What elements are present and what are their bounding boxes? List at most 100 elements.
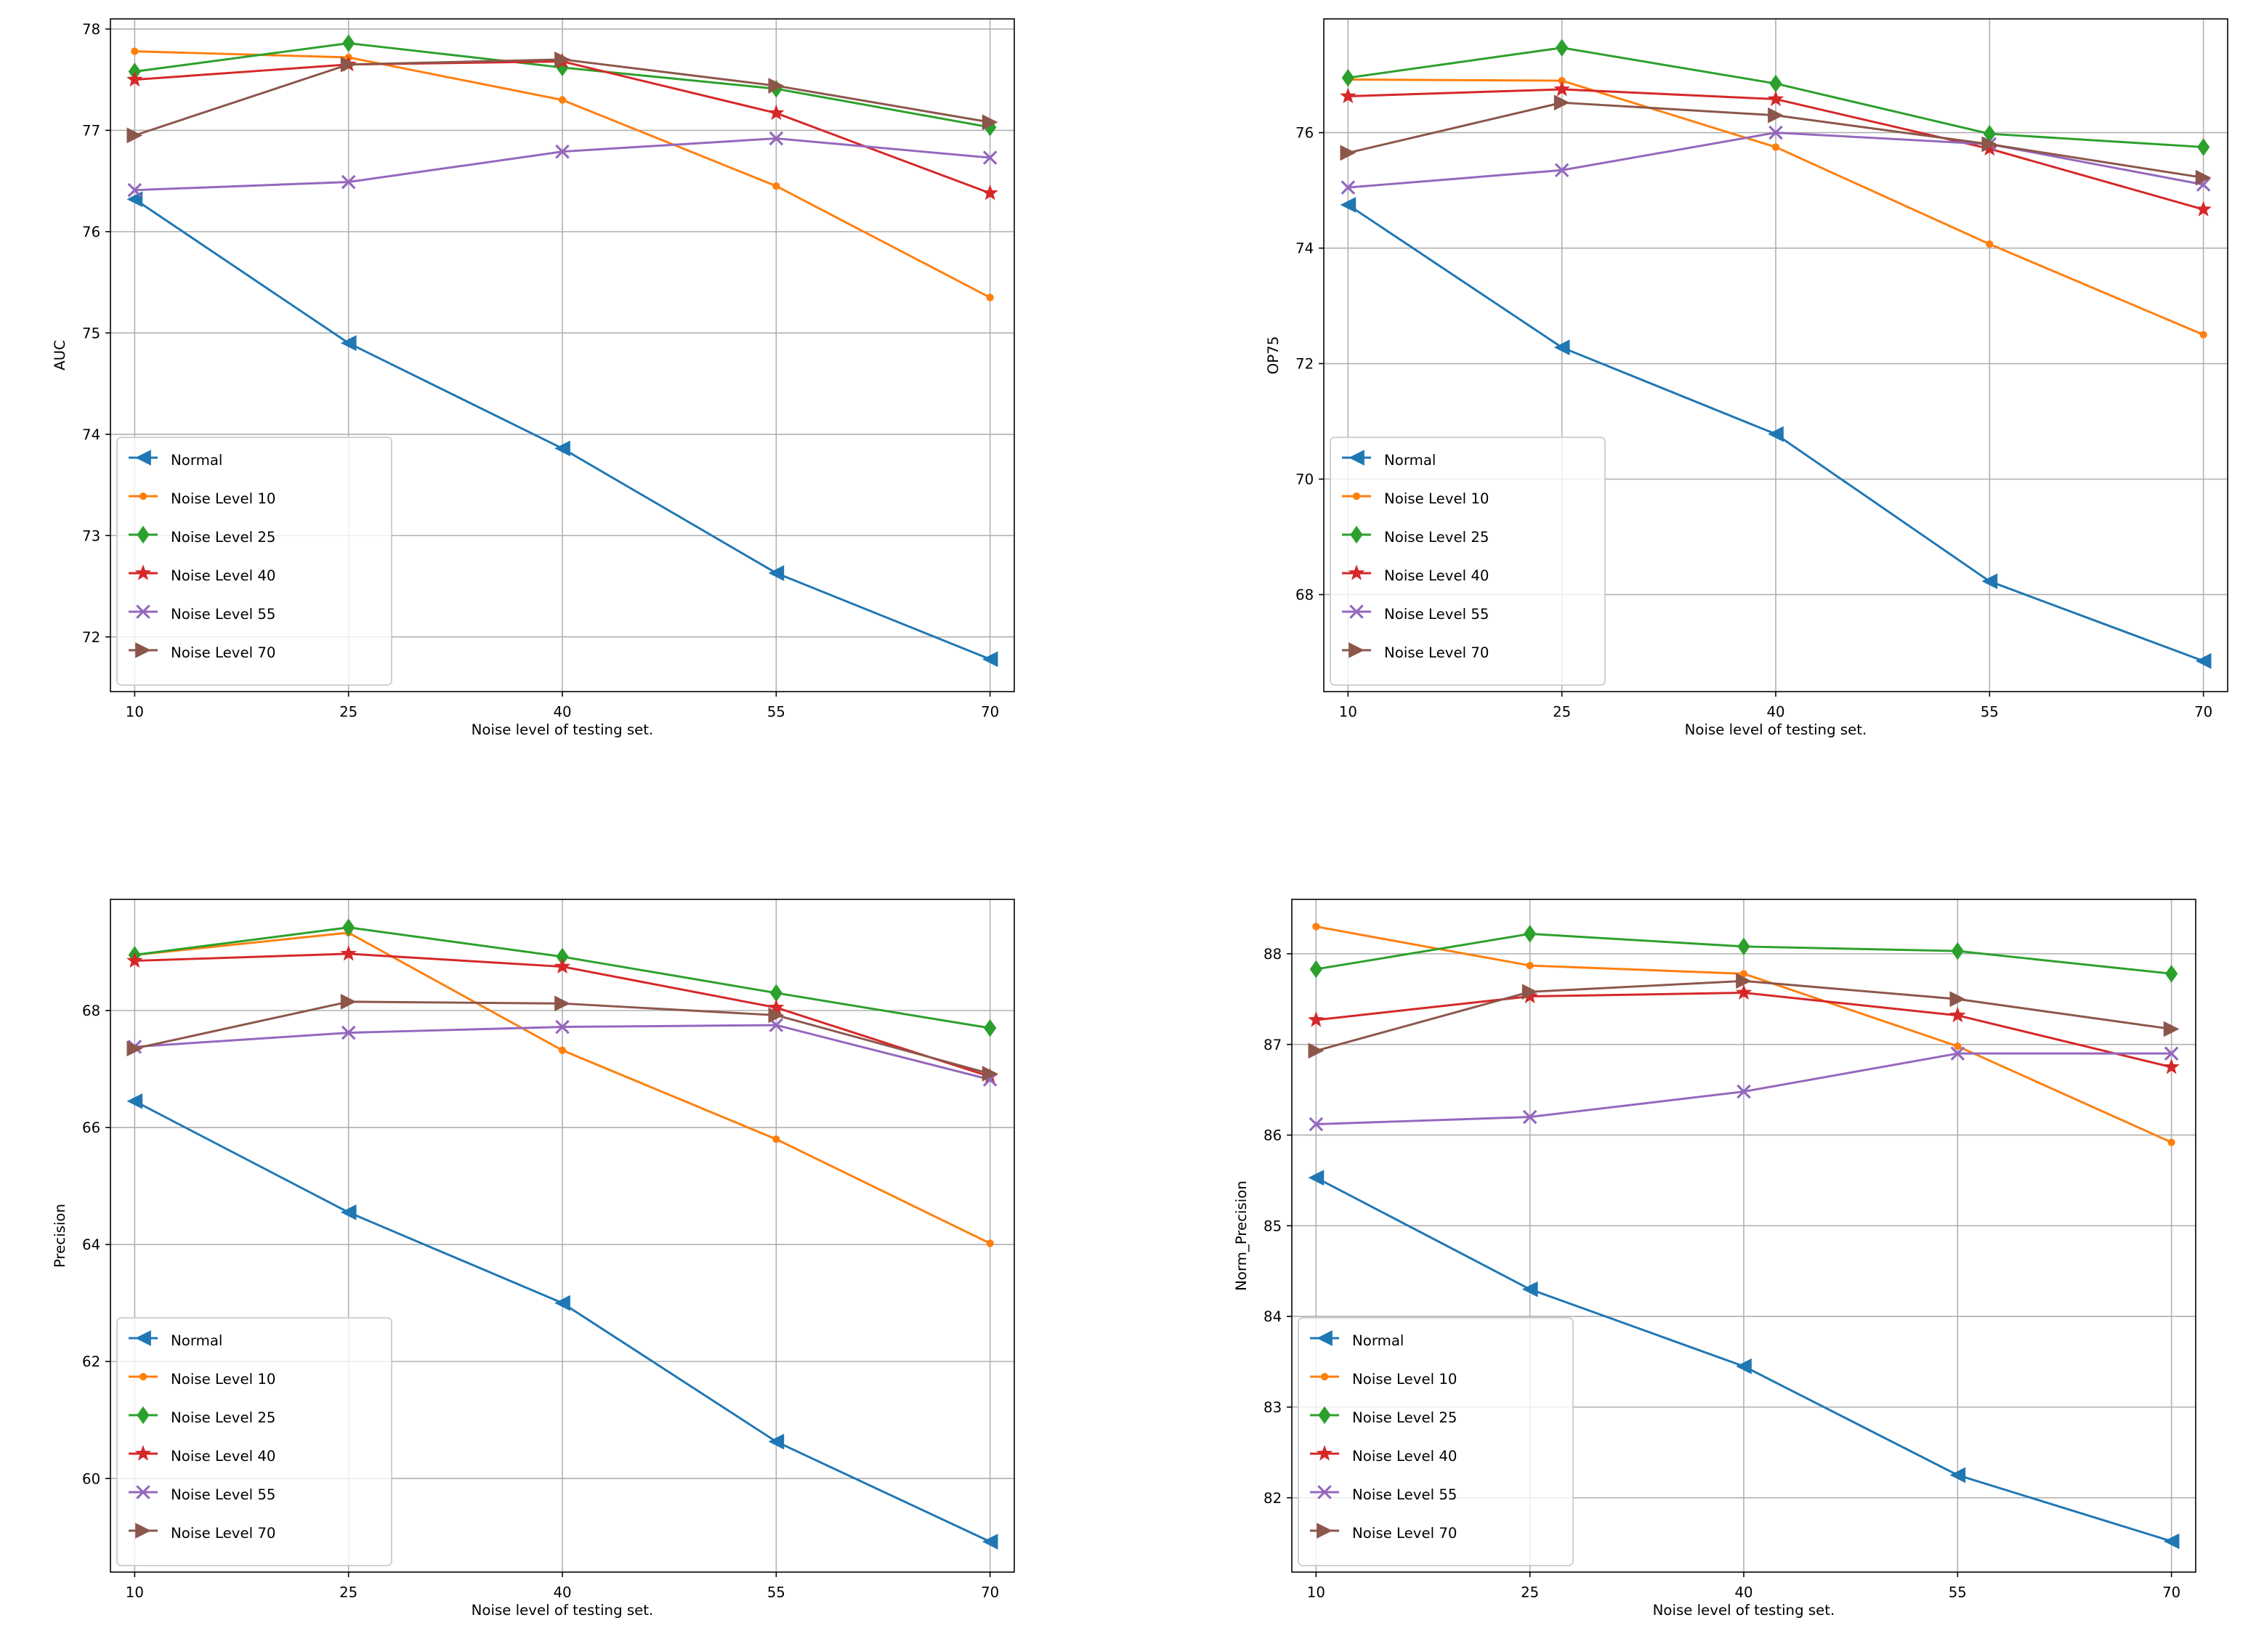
x-tick-label: 25 (1521, 1584, 1539, 1601)
legend-label: Noise Level 40 (171, 567, 276, 584)
data-point (769, 131, 784, 146)
legend-label: Noise Level 25 (171, 529, 276, 546)
data-point (555, 144, 570, 159)
data-point (126, 952, 143, 968)
legend-marker (1352, 492, 1361, 501)
x-tick-label: 70 (2194, 704, 2212, 721)
x-tick-label: 40 (1766, 704, 1784, 721)
legend-marker (1349, 604, 1364, 619)
legend-label: Noise Level 10 (171, 1371, 276, 1388)
legend-marker (1317, 1330, 1333, 1346)
y-axis-label: AUC (52, 340, 68, 371)
data-point (982, 651, 998, 668)
legend-marker (1317, 1485, 1332, 1499)
legend-label: Noise Level 25 (171, 1409, 276, 1426)
legend-label: Noise Level 40 (1384, 567, 1489, 584)
data-point (982, 150, 998, 165)
legend-box (1330, 437, 1606, 686)
y-tick-label: 66 (82, 1119, 100, 1136)
legend-label: Noise Level 70 (171, 1525, 276, 1542)
data-point (2199, 331, 2207, 339)
legend-marker (1348, 564, 1365, 580)
x-axis-label: Noise level of testing set. (472, 721, 654, 738)
chart-panel-1: 10 25 40 55 70 72 73 74 75 76 77 78 Noise level of t… (52, 18, 1015, 738)
data-point (341, 918, 355, 936)
data-point (554, 440, 570, 457)
legend-label: Noise Level 10 (171, 490, 276, 507)
legend-label: Noise Level 25 (1384, 529, 1489, 546)
data-point (1309, 960, 1323, 979)
x-tick-label: 55 (1981, 704, 1999, 721)
data-point (1981, 573, 1998, 590)
legend-label: Normal (171, 452, 222, 469)
y-tick-label: 87 (1264, 1037, 1282, 1053)
data-point (982, 1066, 998, 1082)
data-point (554, 1295, 570, 1311)
y-tick-label: 64 (82, 1236, 100, 1253)
data-point (340, 335, 357, 352)
x-tick-label: 10 (1339, 704, 1357, 721)
data-point (1949, 1006, 1966, 1023)
data-point (1737, 937, 1750, 956)
data-point (1522, 1109, 1537, 1125)
legend-label: Noise Level 40 (1352, 1448, 1457, 1465)
y-tick-label: 62 (82, 1353, 100, 1370)
x-tick-label: 55 (767, 704, 785, 721)
x-tick-label: 55 (1949, 1584, 1967, 1601)
y-tick-label: 70 (1295, 471, 1314, 488)
chart-panel-4: 10 25 40 55 70 82 83 84 85 86 87 88 Noise level of t… (1233, 899, 2196, 1619)
x-tick-label: 25 (339, 704, 357, 721)
x-axis-label: Noise level of testing set. (1653, 1602, 1835, 1619)
y-tick-label: 73 (82, 527, 100, 544)
data-point (131, 47, 139, 55)
legend: Normal Noise Level 10 Noise Level 25 Noise … (1298, 1317, 1574, 1566)
data-point (772, 1135, 780, 1143)
y-tick-label: 74 (1295, 240, 1314, 257)
y-axis-label: Precision (52, 1204, 68, 1268)
data-point (769, 984, 783, 1003)
data-point (983, 1019, 997, 1037)
data-point (340, 1204, 357, 1220)
data-point (2163, 1533, 2180, 1550)
y-tick-label: 83 (1264, 1399, 1282, 1416)
data-point (2195, 169, 2212, 186)
legend-label: Noise Level 70 (1352, 1525, 1457, 1542)
legend: Normal Noise Level 10 Noise Level 25 Noise … (1330, 437, 1606, 686)
legend-label: Noise Level 25 (1352, 1409, 1457, 1426)
legend: Normal Noise Level 10 Noise Level 25 Noise … (116, 437, 392, 686)
x-tick-label: 70 (981, 1584, 999, 1601)
legend-marker (1349, 642, 1364, 658)
data-point (986, 293, 994, 301)
data-point (2196, 138, 2210, 156)
data-point (1986, 240, 1994, 248)
y-tick-label: 68 (82, 1003, 100, 1019)
data-point (1949, 1467, 1966, 1483)
data-point (1558, 76, 1566, 85)
x-tick-label: 70 (981, 704, 999, 721)
data-point (126, 1093, 143, 1109)
data-point (555, 1019, 570, 1034)
legend-marker (135, 642, 151, 658)
data-point (986, 1239, 994, 1247)
legend-label: Noise Level 55 (171, 1486, 276, 1503)
legend-label: Normal (1384, 452, 1436, 469)
data-point (1309, 1117, 1324, 1132)
data-point (2163, 1058, 2180, 1074)
data-point (1521, 984, 1538, 1000)
data-point (1951, 942, 1965, 960)
legend-label: Noise Level 55 (1352, 1486, 1457, 1503)
data-point (1950, 1046, 1965, 1061)
data-point (1954, 1042, 1962, 1050)
data-point (554, 51, 570, 68)
data-point (2164, 1046, 2179, 1061)
y-tick-label: 85 (1264, 1218, 1282, 1234)
legend-marker (1318, 1406, 1331, 1425)
legend-marker (1316, 1445, 1333, 1461)
x-axis-label: Noise level of testing set. (472, 1602, 654, 1619)
data-point (1555, 39, 1569, 57)
y-tick-label: 76 (82, 224, 100, 240)
x-tick-label: 55 (767, 1584, 785, 1601)
legend-marker (137, 525, 150, 544)
legend: Normal Noise Level 10 Noise Level 25 Noise … (116, 1317, 392, 1566)
